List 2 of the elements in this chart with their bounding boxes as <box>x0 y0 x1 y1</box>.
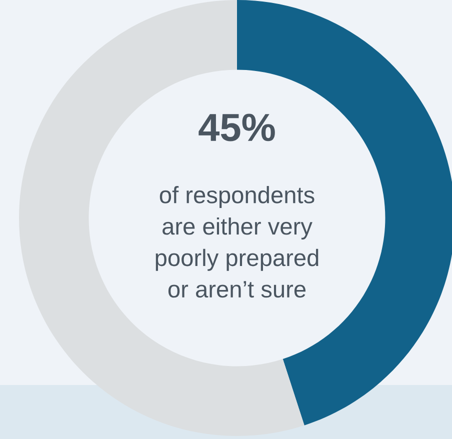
text: 45% <box>198 114 275 142</box>
text: of respondents are either very poorly prepared or aren’t sure <box>156 186 318 298</box>
